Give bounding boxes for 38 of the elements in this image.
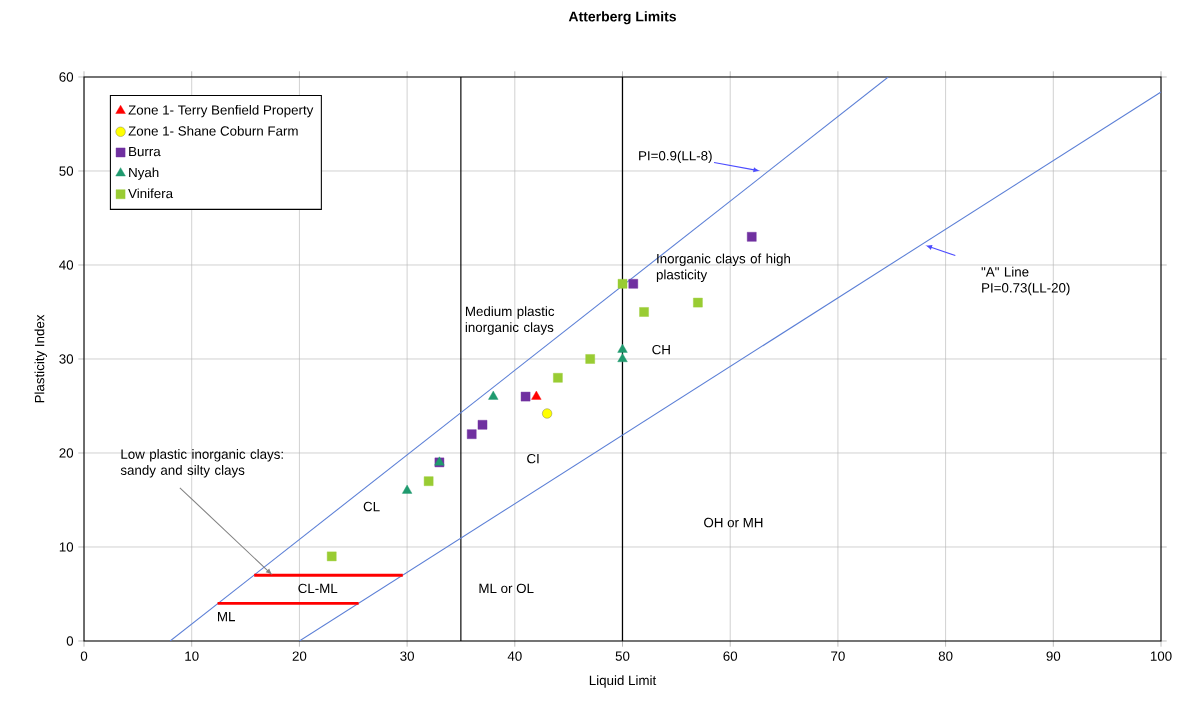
legend-label: Burra	[129, 146, 161, 157]
x-tick-label: 20	[292, 651, 307, 661]
x-tick-label: 70	[831, 651, 845, 661]
annotation: OH or MH	[704, 517, 763, 528]
x-tick-label: 100	[1150, 651, 1172, 661]
x-tick-label: 40	[507, 651, 522, 661]
y-axis-title: Plasticity Index	[34, 314, 47, 403]
annotation: CI	[527, 453, 539, 464]
y-tick-label: 20	[59, 448, 74, 458]
y-tick-label: 30	[59, 354, 74, 364]
annotation: CH	[652, 344, 670, 355]
x-tick-label: 60	[723, 651, 738, 661]
annotation: PI=0.9(LL-8)	[639, 150, 712, 164]
annotation: Medium plastic inorganic clays	[465, 306, 555, 335]
annotation: "A" Line PI=0.73(LL-20)	[981, 266, 1070, 296]
x-tick-label: 30	[400, 651, 415, 661]
x-tick-label: 10	[185, 651, 199, 661]
chart-title: Atterberg Limits	[568, 11, 676, 25]
annotation: CL-ML	[298, 583, 338, 594]
annotation: ML	[218, 611, 235, 622]
y-tick-label: 50	[59, 166, 74, 176]
annotation: Inorganic clays of high plasticity	[656, 253, 790, 283]
legend-label: Zone 1- Terry Benfield Property	[128, 104, 314, 118]
y-tick-label: 10	[59, 542, 74, 552]
x-tick-label: 80	[938, 651, 953, 661]
x-tick-label: 0	[80, 651, 88, 661]
annotation: CL	[363, 501, 380, 512]
y-tick-label: 0	[66, 636, 74, 646]
legend-label: Vinifera	[128, 188, 174, 199]
legend-label: Nyah	[129, 167, 159, 180]
y-tick-label: 60	[59, 72, 74, 82]
annotation: ML or OL	[479, 583, 534, 594]
x-axis-title: Liquid Limit	[589, 675, 657, 688]
annotation: Low plastic inorganic clays: sandy and silty clays	[120, 449, 283, 478]
legend-label: Zone 1- Shane Coburn Farm	[128, 125, 298, 136]
y-tick-label: 40	[59, 260, 74, 270]
x-tick-label: 50	[615, 651, 630, 661]
x-tick-label: 90	[1046, 651, 1061, 661]
